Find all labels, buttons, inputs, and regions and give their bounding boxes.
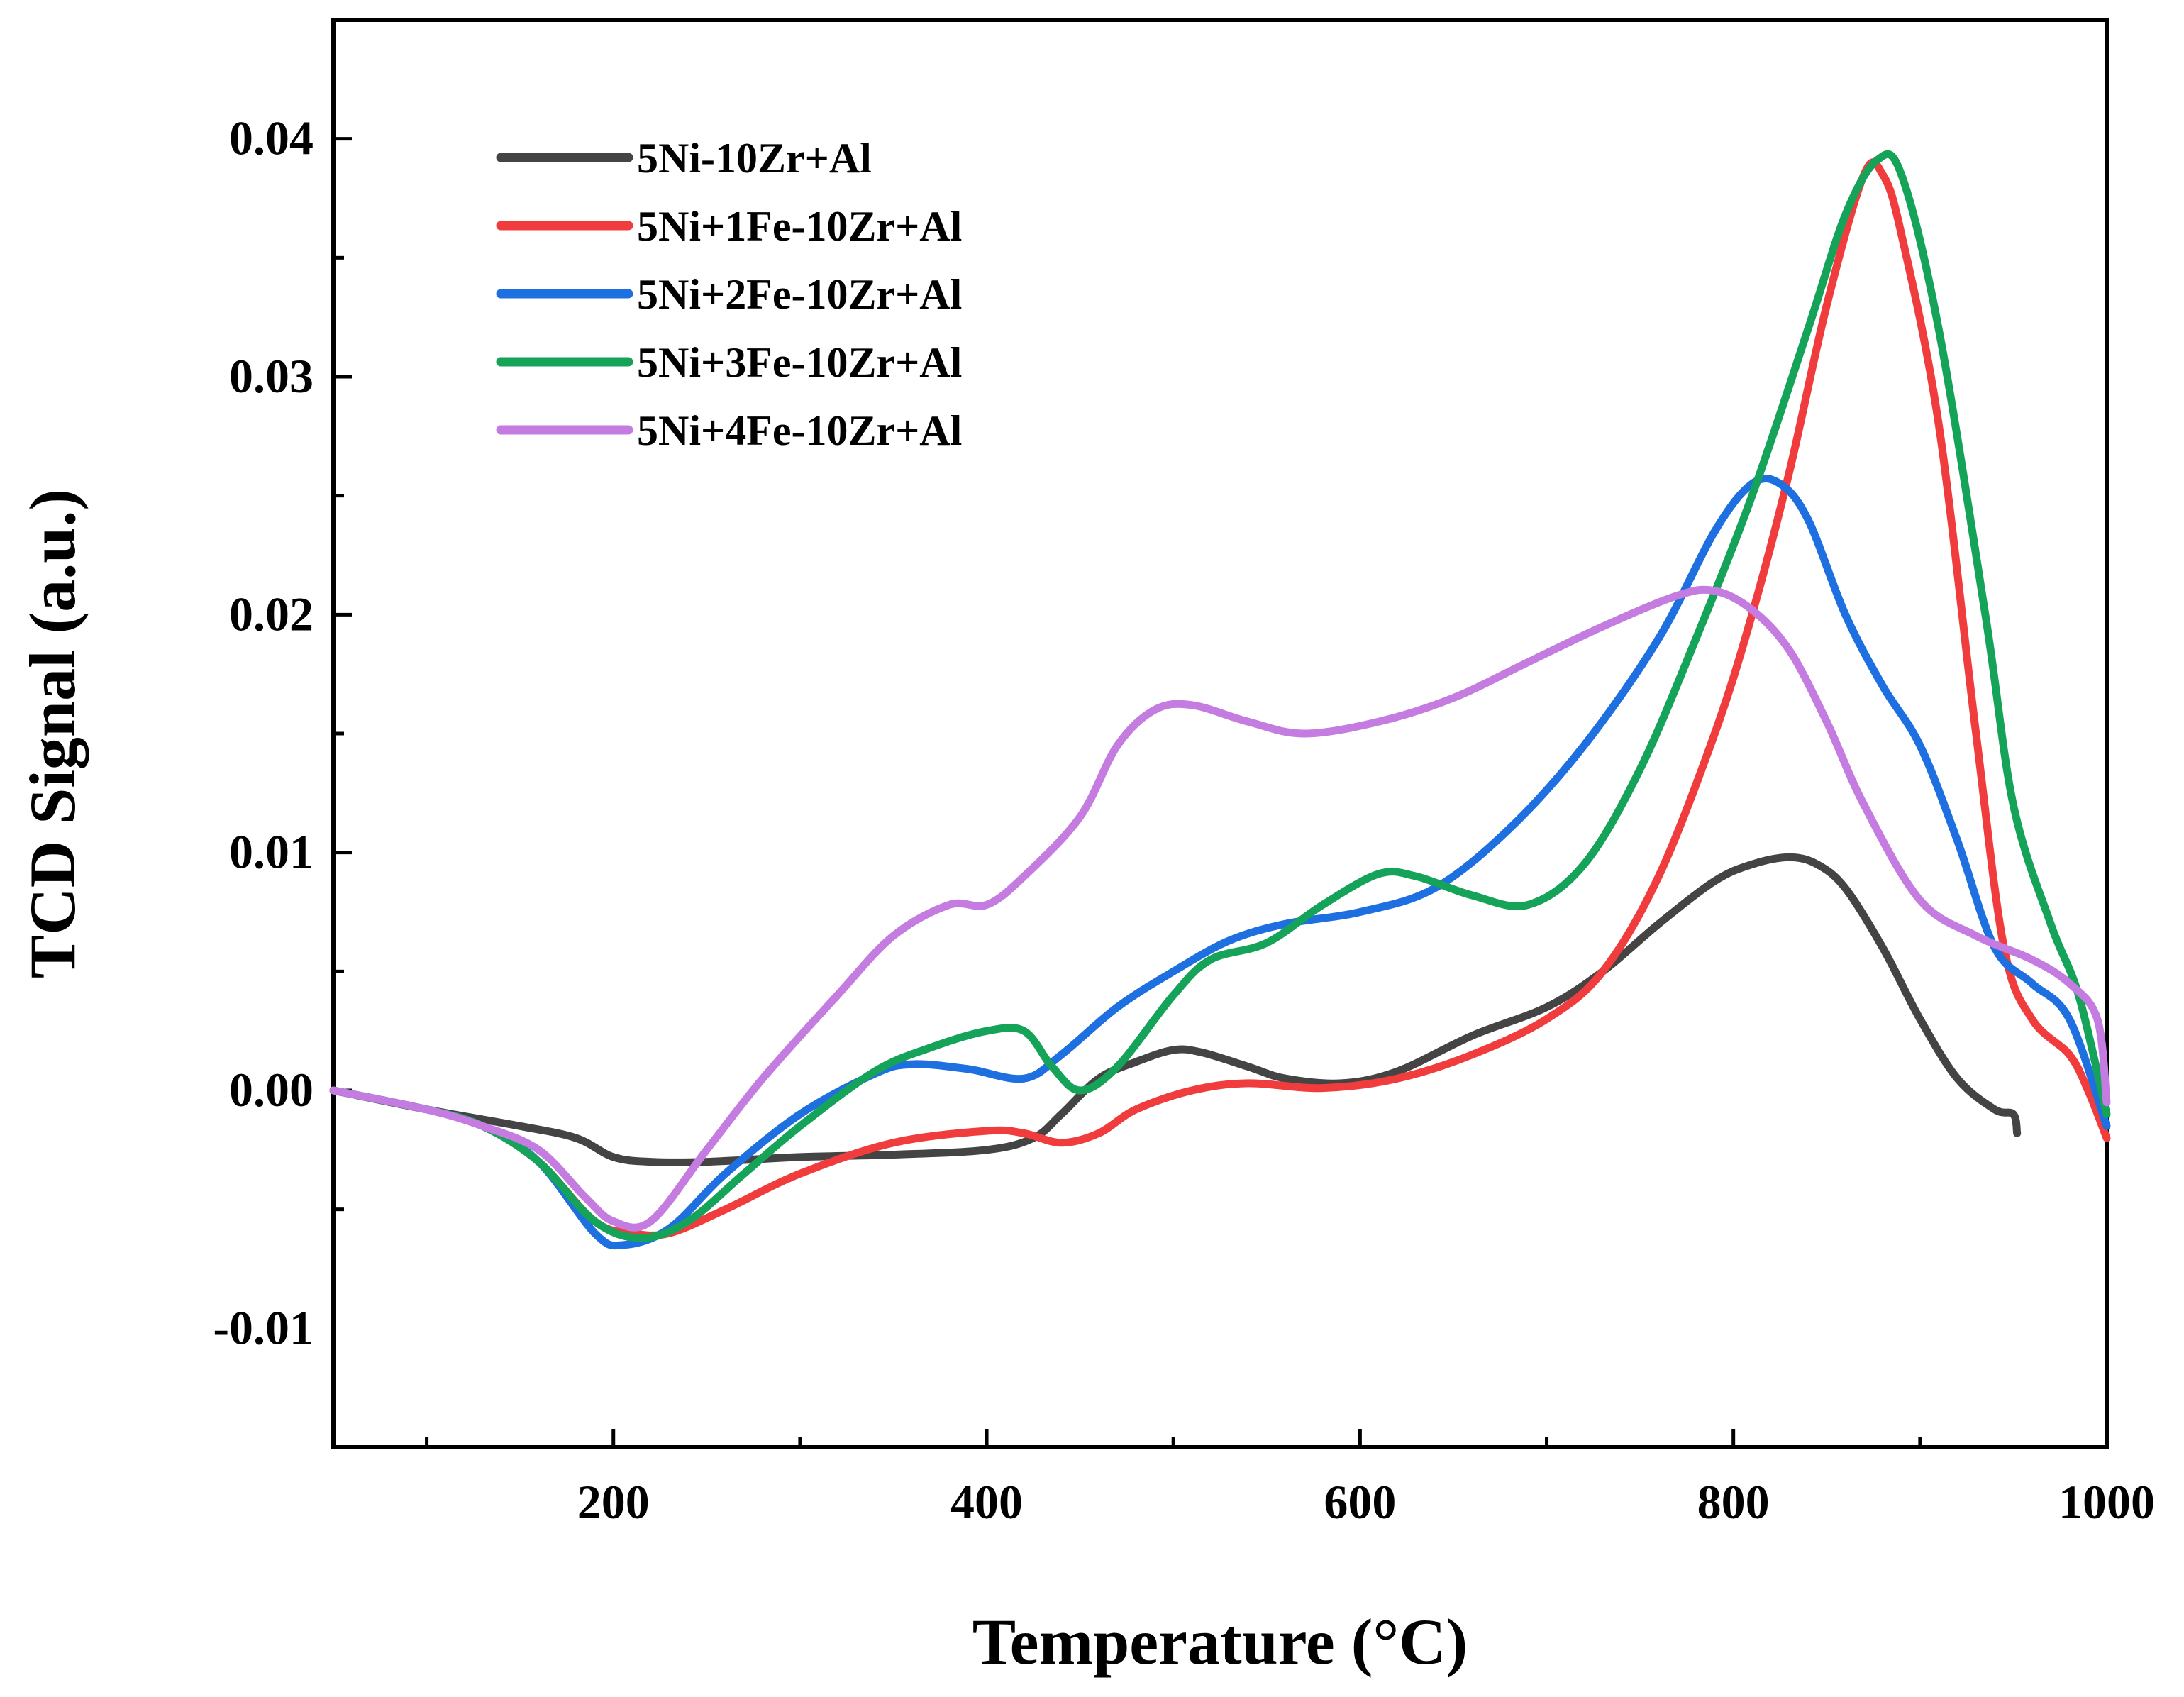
legend: 5Ni-10Zr+Al 5Ni+1Fe-10Zr+Al 5Ni+2Fe-10Zr+A… [496,135,962,454]
series-lines [329,150,2111,1250]
x-tick-label: 200 [577,1475,650,1529]
y-tick-label: 0.03 [229,349,314,403]
y-tick-label: 0.00 [229,1063,314,1117]
y-axis-title: TCD Signal (a.u.) [16,489,89,978]
legend-label-4: 5Ni+3Fe-10Zr+Al [637,339,962,386]
series-line-5 [329,585,2111,1232]
series-line-2 [329,158,2111,1239]
y-tick-label: 0.02 [229,587,314,641]
x-tick-label: 400 [950,1475,1023,1529]
series-line-4 [329,150,2111,1242]
legend-label-5: 5Ni+4Fe-10Zr+Al [637,407,962,454]
y-tick-label: -0.01 [213,1300,314,1354]
x-tick-label: 600 [1324,1475,1396,1529]
x-axis-ticks: 200 400 600 800 1000 [425,1429,2155,1529]
series-line-3 [329,475,2111,1250]
legend-label-2: 5Ni+1Fe-10Zr+Al [637,203,962,250]
y-axis-ticks: -0.01 0.00 0.01 0.02 0.03 0.04 [213,111,352,1354]
y-tick-label: 0.04 [229,111,314,165]
series-line-1 [329,853,2022,1166]
x-tick-label: 800 [1697,1475,1770,1529]
x-tick-label: 1000 [2058,1475,2155,1529]
y-tick-label: 0.01 [229,825,314,879]
legend-label-1: 5Ni-10Zr+Al [637,135,872,182]
x-axis-title: Temperature (°C) [972,1605,1468,1678]
legend-label-3: 5Ni+2Fe-10Zr+Al [637,271,962,318]
